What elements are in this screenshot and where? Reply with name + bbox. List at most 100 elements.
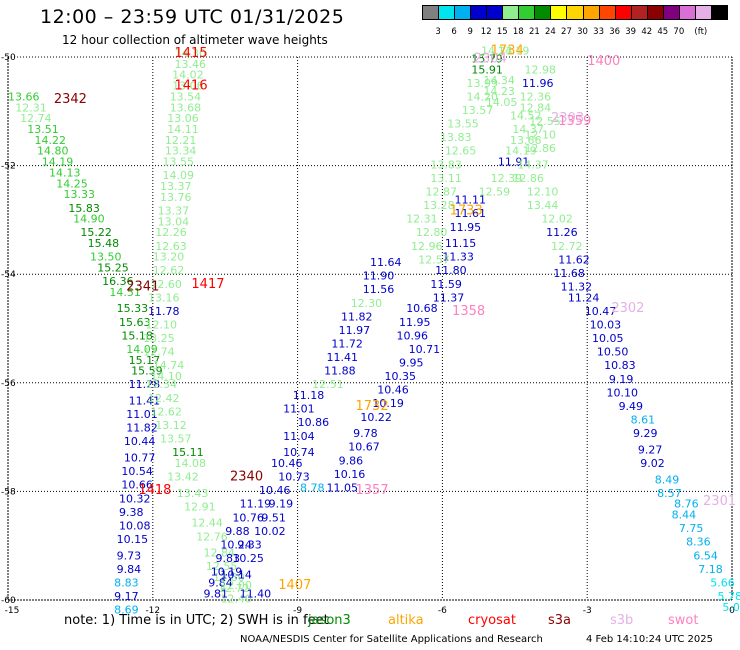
legend-item-s3b: s3b: [610, 613, 634, 628]
data-point-label: 10.15: [117, 533, 149, 546]
data-point-label: 5.66: [710, 576, 735, 589]
pass-label: 2304: [474, 51, 507, 66]
pass-label: 2340: [230, 470, 263, 485]
data-point-label: 10.32: [119, 492, 151, 505]
data-point-label: 11.59: [430, 278, 462, 291]
data-point-label: 13.83: [440, 131, 472, 144]
data-point-label: 12.62: [150, 405, 182, 418]
data-point-label: 11.97: [339, 324, 371, 337]
data-point-label: 12.86: [512, 172, 544, 185]
data-point-label: 12.36: [520, 90, 552, 103]
data-point-label: 14.23: [481, 44, 512, 57]
legend-item-jason3: jason3: [308, 613, 351, 628]
colorbar-label: 36: [609, 27, 621, 37]
data-point-label: 14.80: [37, 145, 69, 158]
data-point-label: 6.54: [693, 549, 718, 562]
data-point-label: 13.54: [170, 90, 202, 103]
pass-label: 1407: [278, 578, 311, 593]
data-point-label: 10.22: [360, 411, 392, 424]
data-point-label: 15.79: [471, 52, 503, 65]
data-point-label: 13.44: [527, 199, 559, 212]
data-point-label: 14.37: [517, 158, 549, 171]
data-point-label: 11.15: [445, 237, 477, 250]
data-point-label: 12.80: [213, 571, 245, 584]
data-point-label: 11.41: [129, 395, 161, 408]
data-point-label: 10.77: [124, 452, 156, 465]
data-point-label: 8.49: [655, 473, 680, 486]
data-point-label: 13.76: [160, 191, 192, 204]
data-point-label: 9.73: [117, 549, 142, 562]
data-point-label: 14.25: [56, 177, 87, 190]
data-point-label: 12.60: [150, 278, 182, 291]
data-point-label: 13.37: [160, 180, 192, 193]
legend-item-s3a: s3a: [548, 613, 572, 628]
colorbar-label: 12: [480, 27, 492, 37]
y-tick-label: -58: [1, 487, 16, 497]
colorbar-label: 3: [435, 27, 441, 37]
data-point-label: 5.78: [718, 590, 740, 603]
data-point-label: 15.25: [97, 261, 129, 274]
colorbar-label: 42: [641, 27, 653, 37]
data-point-label: 8.36: [686, 536, 711, 549]
colorbar-label: 70: [673, 27, 685, 37]
data-point-label: 10.66: [121, 479, 153, 492]
data-point-label: 9.84: [208, 576, 233, 589]
pass-label: 1418: [138, 483, 171, 498]
timestamp: 4 Feb 14:10:24 UTC 2025: [586, 634, 713, 645]
data-point-label: 14.19: [42, 156, 74, 169]
data-point-label: 11.41: [327, 351, 359, 364]
data-point-label: 13.34: [165, 145, 197, 158]
y-tick-label: -56: [1, 379, 16, 389]
data-point-label: 9.02: [640, 457, 665, 470]
data-point-label: 11.01: [126, 408, 157, 421]
data-point-label: 14.13: [49, 166, 81, 179]
data-point-label: 11.24: [568, 291, 600, 304]
data-point-label: 12.10: [527, 185, 559, 198]
data-point-label: 13.06: [167, 112, 199, 125]
data-point-label: 14.51: [109, 286, 141, 299]
data-point-label: 14.90: [73, 213, 105, 226]
data-point-label: 9.29: [633, 427, 658, 440]
data-point-label: 12.87: [426, 185, 458, 198]
x-tick-label: -15: [5, 606, 20, 616]
data-point-label: 14.52: [510, 109, 542, 122]
data-point-label: 11.78: [148, 305, 180, 318]
data-point-label: 12.31: [406, 213, 438, 226]
data-point-label: 10.47: [585, 305, 617, 318]
data-point-label: 12.65: [445, 145, 477, 158]
data-point-label: 11.40: [240, 587, 272, 600]
data-point-label: 10.54: [121, 465, 153, 478]
data-point-label: 10.19: [372, 397, 404, 410]
data-point-label: 10.83: [604, 359, 636, 372]
data-point-label: 12.74: [20, 112, 52, 125]
y-tick-label: -52: [1, 162, 16, 172]
data-point-label: 13.66: [8, 90, 40, 103]
data-point-label: 9.51: [261, 511, 286, 524]
data-point-label: 12.72: [551, 240, 583, 253]
legend-item-cryosat: cryosat: [468, 613, 516, 628]
data-point-label: 12.31: [15, 101, 46, 114]
data-point-label: 12.72: [218, 582, 250, 595]
data-point-label: 12.02: [541, 213, 573, 226]
data-point-label: 15.33: [117, 302, 149, 315]
colorbar-label: 45: [657, 27, 669, 37]
data-point-label: 13.57: [462, 104, 494, 117]
data-point-label: 13.51: [27, 123, 59, 136]
data-point-label: 14.37: [512, 123, 544, 136]
data-point-label: 11.26: [546, 226, 578, 239]
data-point-label: 13.42: [167, 471, 199, 484]
data-point-label: 12.91: [184, 500, 216, 513]
data-point-label: 16.36: [102, 275, 133, 288]
colorbar-label: 27: [561, 27, 572, 37]
data-point-label: 12.62: [153, 264, 185, 277]
data-point-label: 10.67: [348, 441, 380, 454]
x-tick-label: -12: [145, 606, 160, 616]
chart-title: 12:00 – 23:59 UTC 01/31/2025: [40, 6, 345, 28]
colorbar-label: 6: [451, 27, 457, 37]
data-point-label: 12.10: [524, 128, 556, 141]
data-point-label: 14.20: [467, 90, 499, 103]
data-point-label: 8.44: [672, 509, 697, 522]
data-point-label: 11.95: [450, 221, 482, 234]
data-point-label: 9.27: [638, 443, 663, 456]
data-point-label: 14.09: [126, 343, 157, 356]
